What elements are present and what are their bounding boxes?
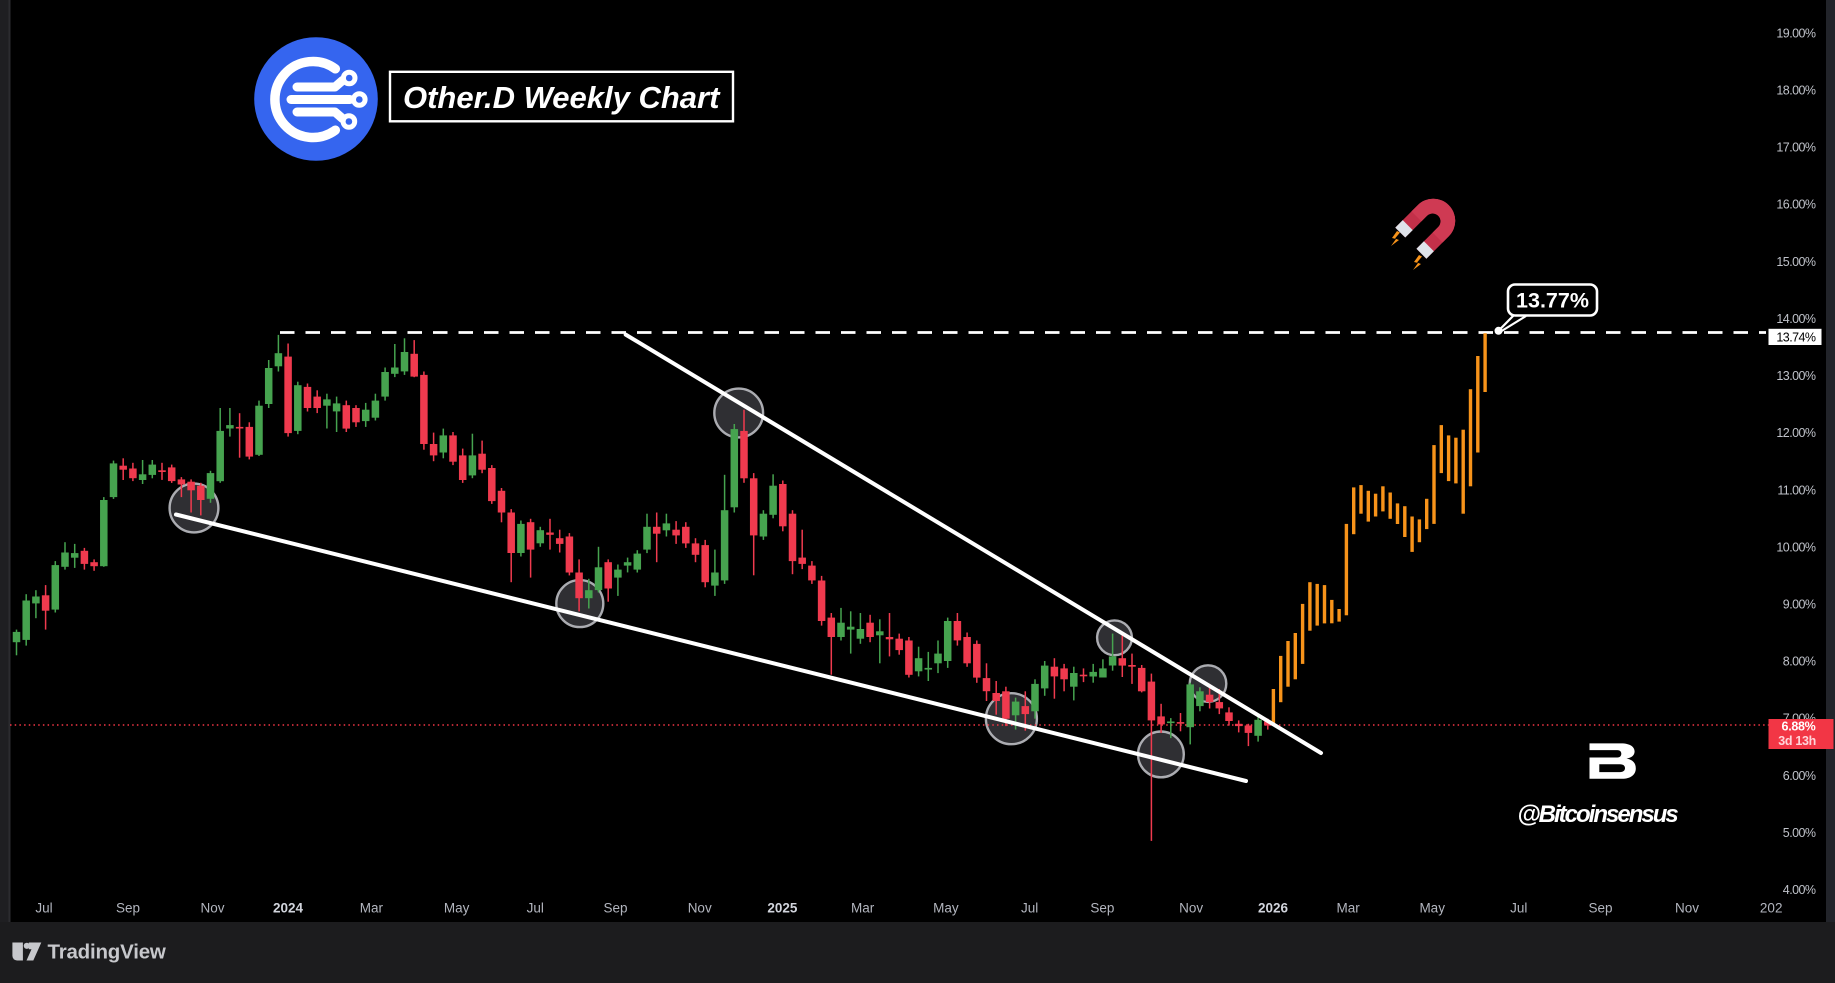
svg-text:5.00%: 5.00% xyxy=(1783,826,1816,840)
svg-text:Sep: Sep xyxy=(603,901,627,916)
svg-text:13.00%: 13.00% xyxy=(1776,369,1816,383)
svg-text:9.00%: 9.00% xyxy=(1783,598,1816,612)
svg-text:May: May xyxy=(1419,901,1445,916)
svg-text:14.00%: 14.00% xyxy=(1776,312,1816,326)
svg-text:2025: 2025 xyxy=(767,901,798,916)
svg-text:Sep: Sep xyxy=(1090,901,1114,916)
svg-text:11.00%: 11.00% xyxy=(1777,483,1816,497)
svg-text:Jul: Jul xyxy=(1510,901,1527,916)
svg-text:Sep: Sep xyxy=(116,901,140,916)
svg-text:16.00%: 16.00% xyxy=(1776,198,1816,212)
svg-text:May: May xyxy=(444,901,470,916)
svg-text:Jul: Jul xyxy=(35,901,52,916)
svg-text:Nov: Nov xyxy=(1179,901,1203,916)
svg-text:8.00%: 8.00% xyxy=(1783,655,1816,669)
svg-text:May: May xyxy=(933,901,959,916)
svg-text:Sep: Sep xyxy=(1588,901,1612,916)
svg-text:6.00%: 6.00% xyxy=(1783,769,1816,783)
svg-text:Nov: Nov xyxy=(688,901,712,916)
svg-text:19.00%: 19.00% xyxy=(1776,26,1816,40)
svg-text:Jul: Jul xyxy=(527,901,544,916)
svg-text:Mar: Mar xyxy=(360,901,384,916)
svg-text:4.00%: 4.00% xyxy=(1783,883,1816,897)
svg-text:13.77%: 13.77% xyxy=(1516,289,1589,313)
svg-text:Mar: Mar xyxy=(851,901,875,916)
svg-text:TradingView: TradingView xyxy=(48,941,166,964)
svg-text:3d 13h: 3d 13h xyxy=(1778,734,1816,748)
svg-text:Mar: Mar xyxy=(1336,901,1360,916)
svg-text:2026: 2026 xyxy=(1258,901,1289,916)
svg-text:12.00%: 12.00% xyxy=(1776,426,1816,440)
svg-text:18.00%: 18.00% xyxy=(1776,84,1816,98)
svg-text:2024: 2024 xyxy=(273,901,304,916)
svg-text:13.74%: 13.74% xyxy=(1776,331,1816,345)
svg-text:Jul: Jul xyxy=(1021,901,1038,916)
svg-text:10.00%: 10.00% xyxy=(1776,540,1816,554)
svg-text:Nov: Nov xyxy=(200,901,224,916)
svg-text:@Bitcoinsensus: @Bitcoinsensus xyxy=(1517,801,1678,828)
svg-text:202: 202 xyxy=(1760,901,1783,916)
svg-text:Other.D Weekly Chart: Other.D Weekly Chart xyxy=(403,80,721,115)
svg-text:6.88%: 6.88% xyxy=(1782,720,1816,734)
svg-text:Nov: Nov xyxy=(1675,901,1699,916)
svg-text:17.00%: 17.00% xyxy=(1776,141,1816,155)
svg-text:15.00%: 15.00% xyxy=(1776,255,1816,269)
